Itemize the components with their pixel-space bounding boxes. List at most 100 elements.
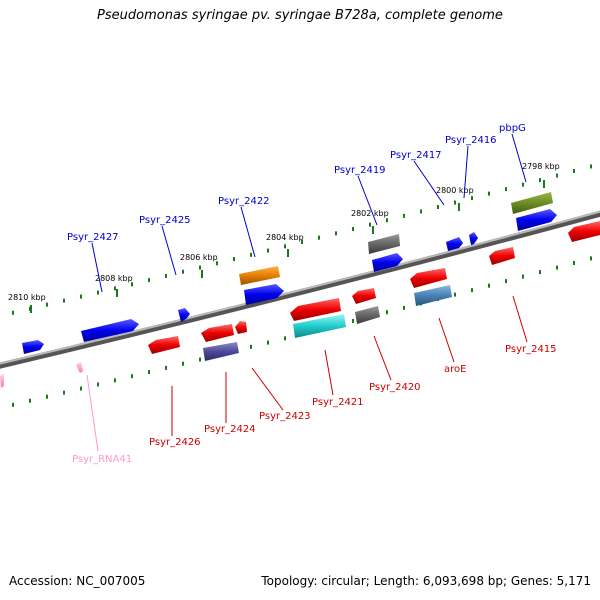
leader-line bbox=[86, 374, 99, 452]
gene-arrow bbox=[203, 342, 239, 361]
minor-tick bbox=[12, 310, 14, 315]
minor-tick bbox=[301, 239, 303, 244]
gene-arrow bbox=[22, 340, 44, 354]
minor-tick bbox=[573, 168, 575, 173]
minor-tick bbox=[80, 294, 82, 299]
leader-line bbox=[161, 225, 177, 276]
minor-tick bbox=[386, 218, 388, 223]
minor-tick bbox=[369, 222, 371, 227]
minor-tick bbox=[97, 382, 99, 387]
minor-tick bbox=[29, 398, 31, 403]
gene-label: Psyr_2422 bbox=[218, 196, 270, 207]
minor-tick bbox=[46, 302, 48, 307]
gene-label: Psyr_2423 bbox=[259, 411, 311, 422]
minor-tick bbox=[556, 265, 558, 270]
minor-tick bbox=[454, 200, 456, 205]
gene-arrow bbox=[76, 362, 83, 373]
minor-tick bbox=[471, 196, 473, 201]
leader-line bbox=[512, 295, 528, 343]
gene-label: Psyr_2426 bbox=[149, 437, 201, 448]
gene-label: Psyr_2419 bbox=[334, 165, 386, 176]
leader-line bbox=[240, 206, 256, 258]
leader-line bbox=[511, 133, 527, 183]
minor-tick bbox=[284, 336, 286, 341]
gene-arrow bbox=[410, 268, 447, 288]
minor-tick bbox=[505, 279, 507, 284]
gene-label: Psyr_2425 bbox=[139, 215, 191, 226]
gene-arrow bbox=[148, 336, 180, 354]
minor-tick bbox=[420, 209, 422, 214]
minor-tick bbox=[114, 378, 116, 383]
minor-tick bbox=[46, 394, 48, 399]
minor-tick bbox=[199, 265, 201, 270]
minor-tick bbox=[539, 178, 541, 183]
leader-line bbox=[357, 175, 378, 226]
gene-arrow bbox=[446, 237, 463, 251]
leader-line bbox=[324, 349, 334, 396]
gene-label: Psyr_2417 bbox=[390, 150, 442, 161]
minor-tick bbox=[131, 282, 133, 287]
minor-tick bbox=[403, 213, 405, 218]
minor-tick bbox=[165, 273, 167, 278]
gene-label: Psyr_RNA41 bbox=[72, 454, 132, 465]
tick-label: 2800 kbp bbox=[436, 186, 474, 195]
gene-arrow bbox=[178, 308, 190, 322]
top-leader-lines bbox=[91, 133, 527, 293]
major-tick bbox=[201, 270, 203, 278]
gene-arrow bbox=[290, 298, 341, 321]
reverse-genes bbox=[0, 221, 600, 388]
gene-arrow bbox=[244, 284, 284, 305]
minor-tick bbox=[590, 164, 592, 169]
tick-label: 2806 kbp bbox=[180, 253, 218, 262]
upper-tick-ring bbox=[12, 164, 592, 315]
gene-arrow bbox=[235, 321, 247, 334]
minor-tick bbox=[488, 283, 490, 288]
gene-label: Psyr_2427 bbox=[67, 232, 119, 243]
minor-tick bbox=[199, 357, 201, 362]
minor-tick bbox=[284, 244, 286, 249]
gene-arrow bbox=[489, 247, 515, 265]
gene-label: Psyr_2424 bbox=[204, 424, 256, 435]
minor-tick bbox=[80, 386, 82, 391]
minor-tick bbox=[386, 310, 388, 315]
minor-tick bbox=[454, 292, 456, 297]
top-labels: Psyr_2427 Psyr_2425 Psyr_2422 Psyr_2419 … bbox=[67, 123, 526, 243]
gene-arrow bbox=[511, 192, 553, 214]
minor-tick bbox=[148, 278, 150, 283]
minor-tick bbox=[352, 319, 354, 324]
leader-line bbox=[413, 160, 445, 206]
gene-arrow bbox=[568, 221, 600, 242]
minor-tick bbox=[318, 235, 320, 240]
map-title: Pseudomonas syringae pv. syringae B728a,… bbox=[97, 8, 503, 23]
gene-label: Psyr_2415 bbox=[505, 344, 557, 355]
gene-arrow bbox=[293, 314, 346, 338]
minor-tick bbox=[63, 298, 65, 303]
minor-tick bbox=[12, 402, 14, 407]
gene-label: Psyr_2421 bbox=[312, 397, 364, 408]
gene-arrow bbox=[355, 306, 380, 324]
minor-tick bbox=[250, 344, 252, 349]
minor-tick bbox=[165, 365, 167, 370]
minor-tick bbox=[590, 256, 592, 261]
minor-tick bbox=[182, 269, 184, 274]
minor-tick bbox=[182, 361, 184, 366]
tick-label: 2808 kbp bbox=[95, 274, 133, 283]
minor-tick bbox=[403, 305, 405, 310]
gene-label: Psyr_2420 bbox=[369, 382, 421, 393]
bottom-leader-lines bbox=[171, 295, 528, 436]
minor-tick bbox=[556, 173, 558, 178]
minor-tick bbox=[267, 248, 269, 253]
gene-arrow bbox=[516, 209, 557, 231]
minor-tick bbox=[131, 374, 133, 379]
gene-label: aroE bbox=[444, 364, 466, 375]
gene-arrow bbox=[201, 324, 234, 342]
major-ticks bbox=[30, 180, 545, 313]
minor-tick bbox=[505, 187, 507, 192]
genome-backbone bbox=[0, 210, 600, 369]
genome-backbone-highlight bbox=[0, 210, 600, 365]
tick-label: 2804 kbp bbox=[266, 233, 304, 242]
gene-arrow bbox=[469, 232, 478, 245]
major-tick bbox=[458, 203, 460, 211]
